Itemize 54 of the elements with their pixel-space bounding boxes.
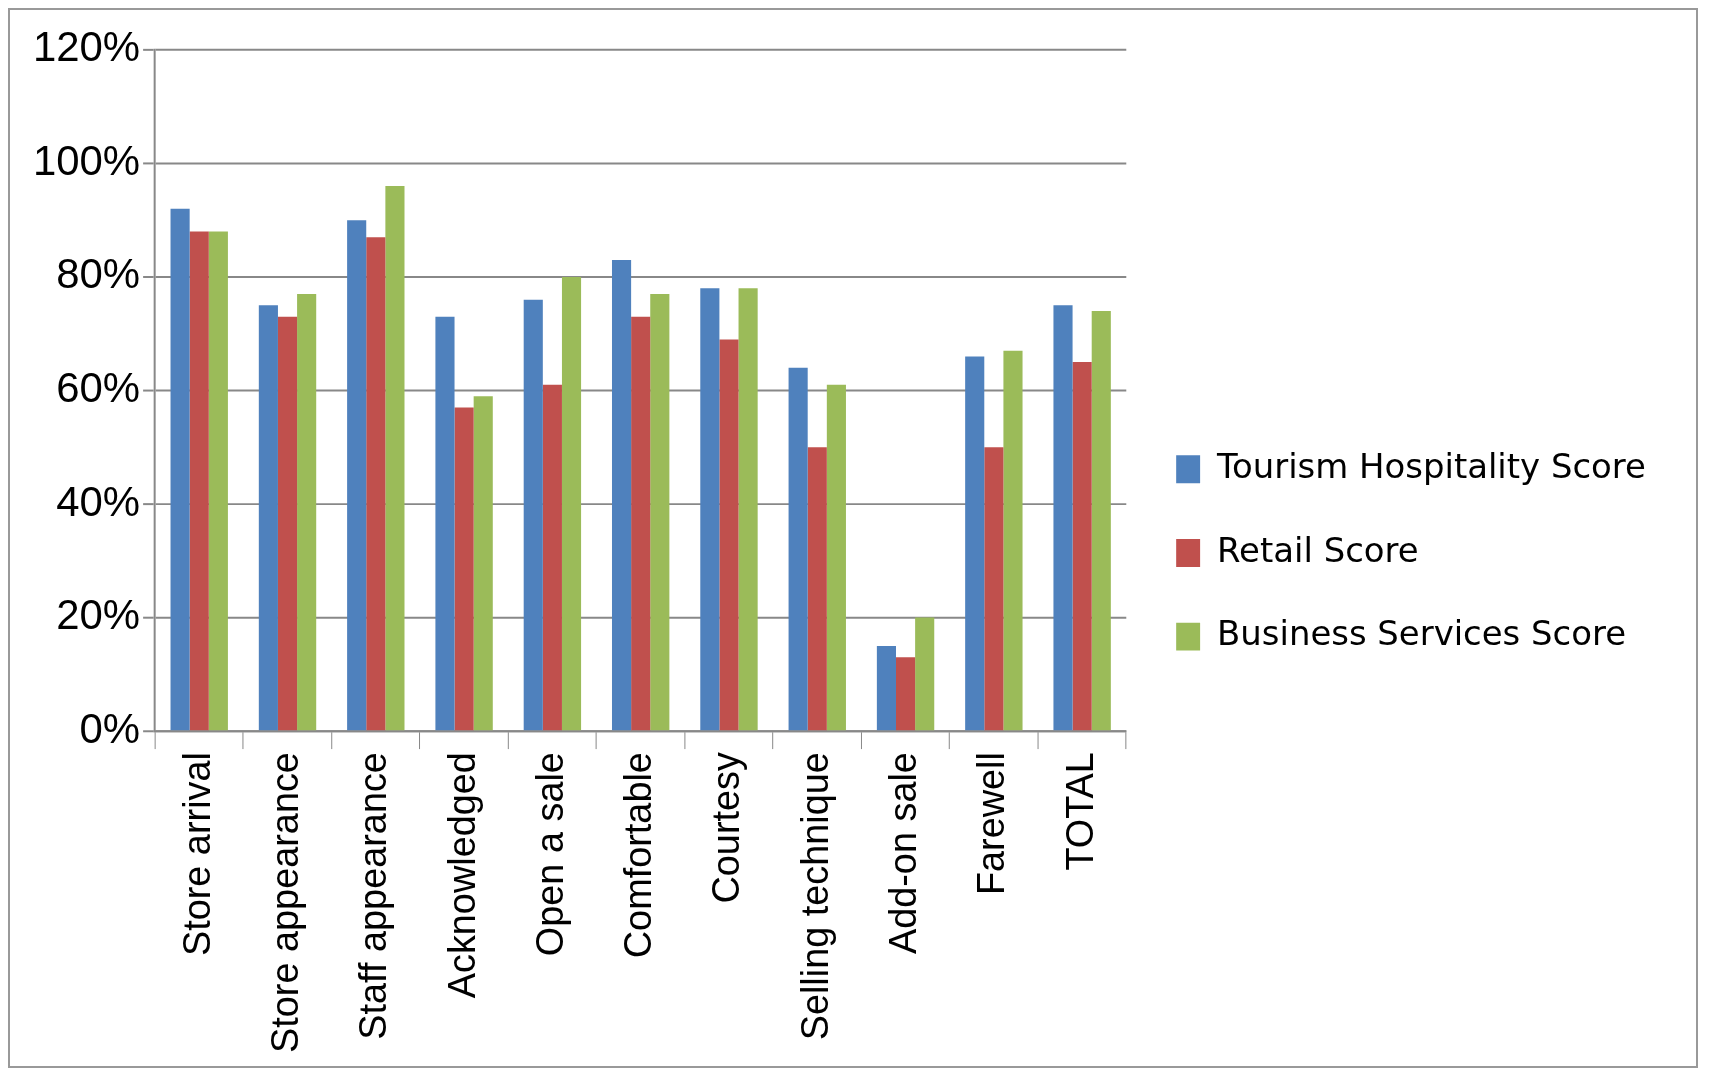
x-tick-label: Add-on sale: [881, 752, 925, 955]
bar: [611, 259, 632, 731]
bar: [738, 288, 758, 731]
bar: [631, 316, 651, 731]
legend-label: Retail Score: [1217, 530, 1419, 570]
bar: [1072, 362, 1092, 731]
bar: [523, 299, 543, 731]
bar: [807, 447, 827, 731]
bar: [965, 356, 985, 731]
bar: [826, 384, 846, 731]
bar: [366, 237, 386, 731]
bar: [473, 396, 493, 731]
x-tick-label: Farewell: [970, 752, 1013, 896]
x-tick-label: Acknowledged: [440, 752, 483, 999]
bar: [189, 231, 209, 731]
y-tick-label: 100%: [32, 136, 141, 184]
x-tick-label: TOTAL: [1058, 752, 1101, 871]
bar: [1053, 305, 1073, 731]
legend-label: Business Services Score: [1217, 614, 1626, 654]
bar: [277, 316, 298, 731]
legend-label: Tourism Hospitality Score: [1216, 447, 1646, 487]
x-tick-label: Courtesy: [705, 752, 748, 904]
bar: [719, 339, 739, 731]
bar: [347, 220, 367, 731]
bar: [297, 293, 317, 731]
x-tick-label: Staff appearance: [352, 752, 395, 1040]
bar: [788, 367, 808, 731]
bar: [542, 384, 562, 731]
bar: [385, 186, 405, 731]
bar: [1091, 311, 1111, 731]
x-tick-label: Comfortable: [617, 752, 660, 959]
bar: [454, 407, 474, 731]
bar: [208, 231, 228, 731]
bar: [1003, 350, 1023, 731]
x-tick-label: Store arrival: [175, 752, 218, 957]
x-tick-label: Open a sale: [528, 752, 571, 957]
bar: [895, 657, 916, 731]
bar: [258, 305, 278, 731]
bar: [700, 288, 720, 731]
bar: [915, 617, 935, 731]
y-tick-label: 60%: [56, 364, 141, 412]
bar: [650, 293, 670, 731]
bar: [435, 316, 455, 731]
bar: [876, 646, 896, 731]
y-tick-label: 40%: [56, 477, 141, 525]
y-tick-label: 80%: [56, 250, 141, 298]
bar: [561, 276, 582, 731]
x-tick-label: Store appearance: [263, 752, 306, 1053]
y-tick-label: 0%: [79, 704, 141, 752]
y-tick-label: 20%: [56, 591, 141, 639]
bar: [984, 447, 1004, 731]
y-tick-label: 120%: [32, 23, 141, 71]
bar: [170, 208, 190, 731]
x-tick-label: Selling technique: [793, 752, 836, 1041]
